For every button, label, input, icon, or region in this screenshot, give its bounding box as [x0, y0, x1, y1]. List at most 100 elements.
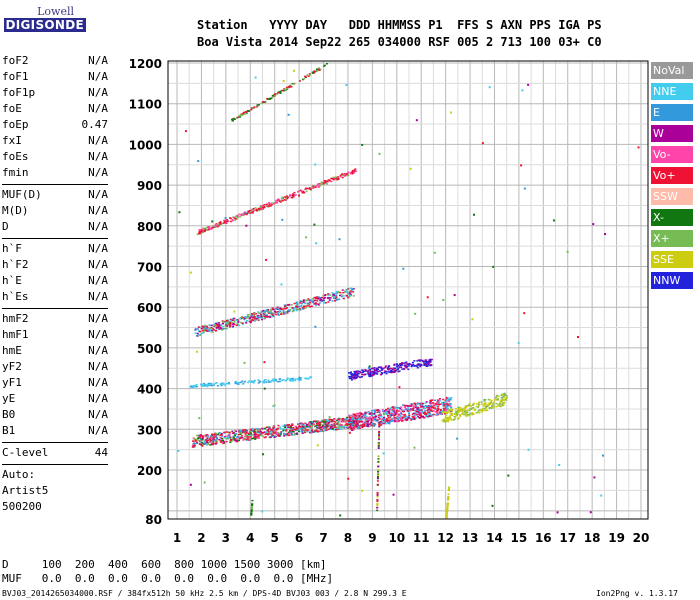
- chart-point: [196, 332, 199, 335]
- chart-point: [233, 118, 236, 120]
- param-value: N/A: [88, 424, 108, 437]
- chart-point: [233, 219, 236, 221]
- chart-point: [354, 168, 357, 170]
- chart-point: [396, 368, 399, 371]
- chart-point: [341, 174, 344, 177]
- chart-point: [287, 113, 290, 116]
- chart-point: [394, 369, 397, 372]
- chart-point: [310, 429, 313, 431]
- chart-point: [207, 439, 210, 441]
- chart-point: [412, 407, 415, 410]
- chart-point: [300, 303, 303, 305]
- chart-point: [377, 444, 380, 446]
- chart-point: [325, 428, 328, 430]
- chart-point: [388, 416, 391, 419]
- chart-point: [333, 294, 336, 296]
- chart-point: [448, 400, 451, 403]
- chart-point: [243, 361, 246, 364]
- chart-point: [311, 298, 314, 300]
- chart-point: [426, 365, 429, 367]
- chart-point: [261, 206, 264, 208]
- chart-point: [471, 412, 474, 415]
- chart-point: [385, 413, 388, 415]
- chart-point: [308, 73, 311, 75]
- chart-point: [224, 216, 227, 219]
- chart-point: [330, 419, 333, 422]
- chart-point: [353, 172, 356, 174]
- chart-point: [480, 403, 483, 405]
- chart-point: [414, 410, 417, 412]
- param-row-yf2: yF2 N/A: [2, 360, 108, 376]
- chart-point: [434, 399, 437, 402]
- auto-line: Auto:: [2, 468, 36, 481]
- chart-point: [207, 384, 210, 387]
- chart-point: [377, 473, 380, 475]
- chart-point: [295, 305, 298, 308]
- chart-point: [475, 405, 478, 408]
- chart-point: [424, 402, 427, 404]
- logo-lowell-text: Lowell: [37, 5, 74, 18]
- chart-point: [194, 438, 197, 441]
- chart-point: [411, 361, 414, 364]
- chart-point: [235, 218, 238, 220]
- chart-point: [422, 361, 425, 363]
- chart-point: [239, 433, 242, 435]
- chart-point: [329, 426, 332, 428]
- chart-point: [445, 396, 448, 399]
- chart-point: [413, 360, 416, 362]
- chart-point: [339, 175, 342, 178]
- x-tick-label: 5: [271, 531, 279, 545]
- chart-point: [209, 438, 212, 441]
- chart-point: [220, 384, 223, 387]
- chart-point: [209, 444, 212, 446]
- chart-point: [328, 416, 331, 419]
- x-tick-label: 15: [511, 531, 528, 545]
- chart-point: [252, 382, 255, 384]
- chart-point: [370, 412, 373, 414]
- chart-point: [296, 433, 299, 436]
- chart-point: [225, 383, 228, 385]
- chart-point: [425, 401, 428, 403]
- chart-point: [413, 418, 416, 420]
- chart-point: [412, 363, 415, 366]
- chart-point: [492, 405, 495, 408]
- chart-point: [388, 422, 391, 425]
- param-group-critical-freq: foF2 N/A foF1 N/A foF1p N/A foE N/A foEp 0.47 fxI N…: [2, 54, 108, 182]
- chart-point: [372, 371, 375, 373]
- chart-point: [350, 424, 353, 427]
- chart-point: [397, 367, 400, 369]
- legend-item-nne: NNE: [651, 83, 693, 100]
- chart-point: [307, 304, 310, 306]
- chart-point: [268, 310, 271, 313]
- chart-point: [258, 104, 261, 106]
- chart-point: [296, 423, 299, 425]
- clevel-row: C-level 44: [2, 446, 108, 462]
- param-name: fmin: [2, 166, 29, 179]
- chart-point: [291, 82, 294, 85]
- chart-point: [301, 432, 304, 434]
- chart-point: [380, 416, 383, 418]
- chart-point: [239, 432, 242, 434]
- chart-point: [444, 409, 447, 412]
- chart-point: [270, 312, 273, 314]
- chart-point: [472, 213, 475, 216]
- chart-point: [434, 408, 437, 410]
- chart-point: [298, 376, 301, 379]
- chart-point: [360, 420, 363, 423]
- chart-point: [352, 421, 355, 424]
- chart-point: [293, 302, 296, 305]
- chart-point: [393, 419, 396, 421]
- chart-point: [330, 180, 333, 183]
- param-value: 44: [94, 446, 108, 459]
- chart-point: [406, 405, 409, 407]
- chart-point: [284, 424, 287, 427]
- y-tick-label: 1100: [129, 98, 162, 112]
- chart-point: [265, 426, 268, 429]
- chart-point: [255, 317, 258, 320]
- chart-point: [449, 405, 452, 407]
- legend-item-x: X+: [651, 230, 693, 247]
- chart-point: [368, 365, 371, 368]
- chart-point: [230, 440, 233, 442]
- chart-point: [294, 433, 297, 436]
- chart-point: [229, 220, 232, 223]
